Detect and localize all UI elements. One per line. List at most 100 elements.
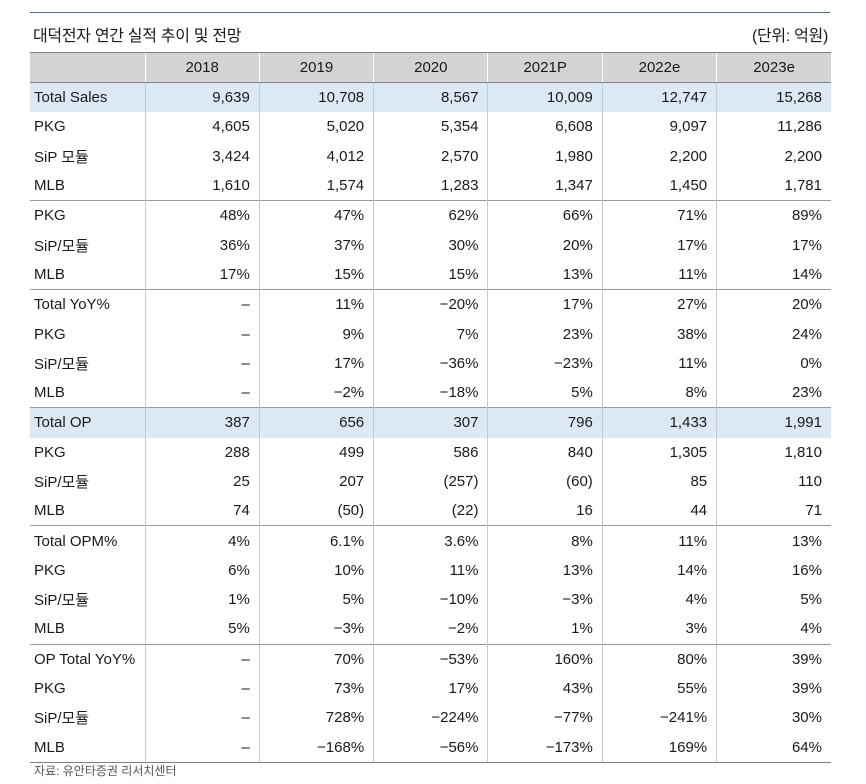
value-cell: −23% bbox=[487, 348, 603, 378]
value-cell: 1,810 bbox=[716, 437, 831, 467]
value-cell: 2,200 bbox=[716, 141, 831, 171]
financial-table: 2018 2019 2020 2021P 2022e 2023e Total S… bbox=[30, 52, 831, 763]
value-cell: 37% bbox=[258, 230, 374, 260]
value-cell: 8,567 bbox=[373, 82, 488, 113]
value-cell: 1,305 bbox=[601, 437, 717, 467]
value-cell: 13% bbox=[716, 525, 831, 556]
value-cell: 9,097 bbox=[601, 112, 717, 142]
value-cell: 499 bbox=[258, 437, 374, 467]
row-label: PKG bbox=[34, 118, 66, 136]
value-cell: 55% bbox=[601, 673, 717, 704]
value-cell: −18% bbox=[373, 377, 488, 408]
value-cell: −224% bbox=[373, 703, 488, 733]
value-cell: 5% bbox=[716, 585, 831, 615]
value-cell: 387 bbox=[144, 407, 260, 438]
value-cell: 20% bbox=[487, 230, 603, 260]
row-label: MLB bbox=[30, 732, 145, 763]
table-row: SiP/모듈 36% 37% 30% 20% 17% 17% bbox=[30, 230, 831, 260]
table-row: MLB 74 (50) (22) 16 44 71 bbox=[30, 496, 831, 526]
value-cell: 1% bbox=[487, 614, 603, 645]
value-cell: 1,574 bbox=[258, 170, 374, 201]
value-cell: 3% bbox=[601, 614, 717, 645]
table-row: PKG 4,605 5,020 5,354 6,608 9,097 11,286 bbox=[30, 112, 831, 142]
value-cell: 11% bbox=[601, 348, 717, 378]
value-cell: 15% bbox=[258, 259, 374, 290]
value-cell: 4% bbox=[601, 585, 717, 615]
table-row: SiP 모듈 3,424 4,012 2,570 1,980 2,200 2,200 bbox=[30, 141, 831, 171]
value-cell: – bbox=[144, 703, 260, 733]
value-cell: 4,605 bbox=[144, 112, 260, 142]
table-row: PKG 6% 10% 11% 13% 14% 16% bbox=[30, 555, 831, 586]
value-cell: −77% bbox=[487, 703, 603, 733]
value-cell: 796 bbox=[487, 407, 603, 438]
value-cell: 5,354 bbox=[373, 112, 488, 142]
value-cell: 207 bbox=[258, 466, 374, 497]
value-cell: – bbox=[144, 289, 260, 320]
value-cell: 70% bbox=[258, 643, 374, 674]
value-cell: 1% bbox=[144, 585, 260, 615]
value-cell: 10,708 bbox=[258, 82, 374, 113]
table-row: SiP/모듈 –17% −36% −23% 11% 0% bbox=[30, 348, 831, 378]
value-cell: 17% bbox=[601, 230, 717, 260]
row-label: SiP/모듈 bbox=[34, 355, 90, 373]
row-label: PKG bbox=[30, 200, 145, 231]
value-cell: 5% bbox=[487, 377, 603, 408]
value-cell: 11% bbox=[601, 259, 717, 290]
value-cell: 2,570 bbox=[373, 141, 488, 171]
value-cell: −173% bbox=[487, 732, 603, 763]
value-cell: 30% bbox=[716, 703, 831, 733]
table-row: SiP/모듈 25 207 (257) (60) 85 110 bbox=[30, 466, 831, 497]
value-cell: 1,781 bbox=[716, 170, 831, 201]
value-cell: – bbox=[144, 643, 260, 674]
value-cell: 160% bbox=[487, 643, 603, 674]
value-cell: 1,347 bbox=[487, 170, 603, 201]
table-row: Total OPM% 4% 6.1% 3.6% 8% 11% 13% bbox=[30, 525, 831, 556]
header-cell: 2019 bbox=[258, 52, 374, 83]
value-cell: 17% bbox=[487, 289, 603, 320]
value-cell: −10% bbox=[373, 585, 488, 615]
value-cell: −2% bbox=[373, 614, 488, 645]
value-cell: 15% bbox=[373, 259, 488, 290]
value-cell: 14% bbox=[601, 555, 717, 586]
value-cell: 73% bbox=[258, 673, 374, 704]
row-label: SiP/모듈 bbox=[34, 237, 90, 255]
value-cell: 3,424 bbox=[144, 141, 260, 171]
value-cell: 48% bbox=[144, 200, 260, 231]
value-cell: 10% bbox=[258, 555, 374, 586]
header-cell: 2022e bbox=[601, 52, 717, 83]
value-cell: 728% bbox=[258, 703, 374, 733]
value-cell: 39% bbox=[716, 673, 831, 704]
row-label: Total OPM% bbox=[30, 525, 145, 556]
value-cell: −168% bbox=[258, 732, 374, 763]
row-label: PKG bbox=[34, 561, 66, 579]
value-cell: 169% bbox=[601, 732, 717, 763]
value-cell: −53% bbox=[373, 643, 488, 674]
row-label: SiP/모듈 bbox=[34, 474, 90, 491]
value-cell: 12,747 bbox=[601, 82, 717, 113]
value-cell: 0% bbox=[716, 348, 831, 378]
value-cell: 23% bbox=[487, 319, 603, 349]
value-cell: 1,991 bbox=[716, 407, 831, 438]
value-cell: – bbox=[144, 348, 260, 378]
value-cell: 4,012 bbox=[258, 141, 374, 171]
unit-label: (단위: 억원) bbox=[751, 28, 828, 45]
table-row: PKG 48% 47% 62% 66% 71% 89% bbox=[30, 200, 831, 231]
table-row: MLB – −2% −18% 5% 8% 23% bbox=[30, 377, 831, 408]
value-cell: 6% bbox=[144, 555, 260, 586]
value-cell: 1,980 bbox=[487, 141, 603, 171]
row-label: PKG bbox=[34, 680, 66, 698]
header-row: 2018 2019 2020 2021P 2022e 2023e bbox=[30, 52, 831, 83]
value-cell: 2,200 bbox=[601, 141, 717, 171]
table-row: PKG –73% 17% 43% 55% 39% bbox=[30, 673, 831, 704]
value-cell: 288 bbox=[144, 437, 260, 467]
value-cell: −241% bbox=[601, 703, 717, 733]
value-cell: 20% bbox=[716, 289, 831, 320]
value-cell: 586 bbox=[373, 437, 488, 467]
value-cell: 6.1% bbox=[258, 525, 374, 556]
value-cell: 80% bbox=[601, 643, 717, 674]
table-title: 대덕전자 연간 실적 추이 및 전망 bbox=[33, 28, 242, 45]
value-cell: – bbox=[144, 732, 260, 763]
value-cell: 44 bbox=[601, 496, 717, 526]
row-label: MLB bbox=[34, 620, 65, 638]
header-cell: 2023e bbox=[716, 52, 831, 83]
